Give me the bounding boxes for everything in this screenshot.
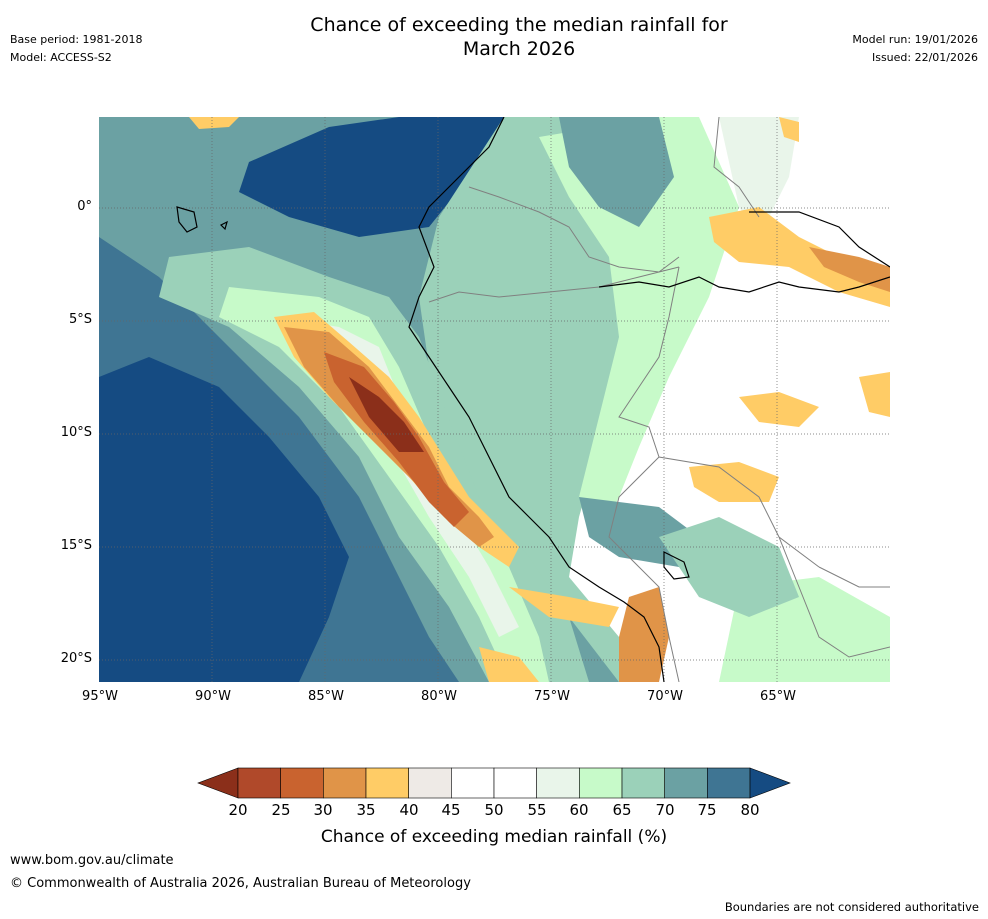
colorbar-segment — [451, 767, 495, 799]
lon-label: 70°W — [647, 689, 683, 704]
colorbar-segment — [579, 767, 623, 799]
band-55-60-east — [719, 117, 799, 237]
band-70-75-land — [559, 117, 674, 227]
band-60-70-east — [659, 517, 799, 617]
band-60-70 — [219, 287, 549, 682]
colorbar-segment — [280, 767, 324, 799]
colorbar-tick: 55 — [527, 801, 547, 819]
title-line-1: Chance of exceeding the median rainfall … — [310, 14, 728, 36]
copyright-notice: © Commonwealth of Australia 2026, Austra… — [10, 876, 471, 891]
lat-label: 20°S — [60, 651, 92, 666]
colorbar-segment — [365, 767, 409, 799]
colorbar-segment — [408, 767, 452, 799]
lon-label: 80°W — [421, 689, 457, 704]
colorbar-arrow-low — [197, 767, 239, 799]
dry-patch — [739, 392, 819, 427]
colorbar-tick: 65 — [612, 801, 632, 819]
graticule — [99, 117, 890, 682]
dry-patch — [479, 647, 539, 682]
colorbar-segments — [197, 767, 791, 799]
band-55-60 — [279, 317, 519, 637]
dry-patch — [619, 587, 669, 682]
lon-label: 65°W — [760, 689, 796, 704]
coastline — [176, 117, 890, 682]
rainfall-probability-map — [99, 117, 890, 682]
lon-label: 75°W — [534, 689, 570, 704]
lon-label: 85°W — [308, 689, 344, 704]
title-line-2: March 2026 — [462, 38, 576, 60]
issued-date: Issued: 22/01/2026 — [871, 51, 978, 64]
colorbar-segment — [237, 767, 281, 799]
colorbar-label: Chance of exceeding median rainfall (%) — [320, 827, 668, 847]
colorbar-tick: 35 — [356, 801, 376, 819]
colorbar-tick: 45 — [441, 801, 461, 819]
colorbar-tick: 30 — [313, 801, 333, 819]
colorbar-tick: 25 — [271, 801, 291, 819]
colorbar-segment — [536, 767, 580, 799]
colorbar-segment — [323, 767, 367, 799]
dry-patch — [859, 372, 890, 417]
colorbar-segment — [707, 767, 751, 799]
dry-patch — [189, 117, 239, 129]
colorbar-segment — [664, 767, 708, 799]
colorbar-tick: 70 — [655, 801, 675, 819]
colorbar-segment — [621, 767, 665, 799]
lon-label: 95°W — [82, 689, 118, 704]
colorbar-tick: 50 — [484, 801, 504, 819]
colorbar-tick: 60 — [569, 801, 589, 819]
dry-patch — [509, 587, 619, 627]
colorbar-tick: 20 — [228, 801, 248, 819]
colorbar-tick: 75 — [697, 801, 717, 819]
colorbar-segment — [493, 767, 537, 799]
lat-label: 5°S — [68, 312, 92, 327]
band-below-25 — [349, 377, 424, 452]
boundary-disclaimer: Boundaries are not considered authoritat… — [724, 900, 979, 914]
website-link[interactable]: www.bom.gov.au/climate — [10, 853, 174, 868]
band-80-plus — [99, 357, 349, 682]
model-name: Model: ACCESS-S2 — [10, 51, 112, 64]
country-borders — [428, 117, 890, 682]
base-period: Base period: 1981-2018 — [10, 33, 143, 46]
map-title: Chance of exceeding the median rainfall … — [244, 13, 794, 61]
dry-patch — [779, 117, 799, 142]
dry-patch — [709, 207, 890, 307]
lat-label: 10°S — [60, 425, 92, 440]
colorbar — [197, 767, 791, 799]
lat-label: 15°S — [60, 538, 92, 553]
band-60-65-land — [539, 117, 739, 537]
colorbar-arrow-high — [749, 767, 791, 799]
dry-patch — [809, 247, 890, 292]
dry-patch — [689, 462, 779, 502]
colorbar-tick: 80 — [740, 801, 760, 819]
model-run-date: Model run: 19/01/2026 — [852, 33, 978, 46]
colorbar-tick: 40 — [399, 801, 419, 819]
lon-label: 90°W — [195, 689, 231, 704]
lat-label: 0° — [77, 199, 92, 214]
